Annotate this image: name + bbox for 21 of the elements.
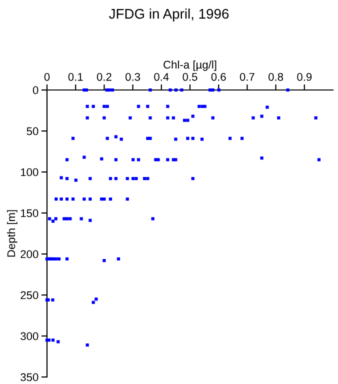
x-tick-label: 0.1 [68, 72, 83, 81]
chart-title: JFDG in April, 1996 [109, 8, 229, 22]
y-tick-label: 200 [20, 250, 38, 258]
y-tick-label: 100 [20, 168, 38, 176]
x-tick-label: 0.5 [182, 72, 198, 81]
y-tick-label: 50 [26, 127, 38, 136]
y-tick-label: 350 [20, 373, 38, 382]
x-tick-label: 0.9 [297, 72, 312, 81]
y-tick-label: 300 [20, 332, 38, 340]
x-tick-label: 0.7 [240, 72, 254, 81]
y-tick-label: 150 [20, 209, 38, 218]
x-tick-label: 0.8 [268, 72, 284, 81]
x-tick-label: 0.4 [154, 72, 169, 81]
x-tick-label: 0.6 [211, 72, 226, 81]
y-tick-label: 0 [32, 86, 38, 94]
y-axis-title: Depth [m] [6, 210, 18, 257]
x-tick-label: 0.2 [96, 72, 112, 81]
x-tick-label: 0 [44, 72, 50, 81]
x-tick-label: 0.3 [126, 72, 140, 81]
y-tick-label: 250 [20, 291, 38, 300]
x-axis-title: Chl-a [µg/l] [164, 60, 216, 71]
